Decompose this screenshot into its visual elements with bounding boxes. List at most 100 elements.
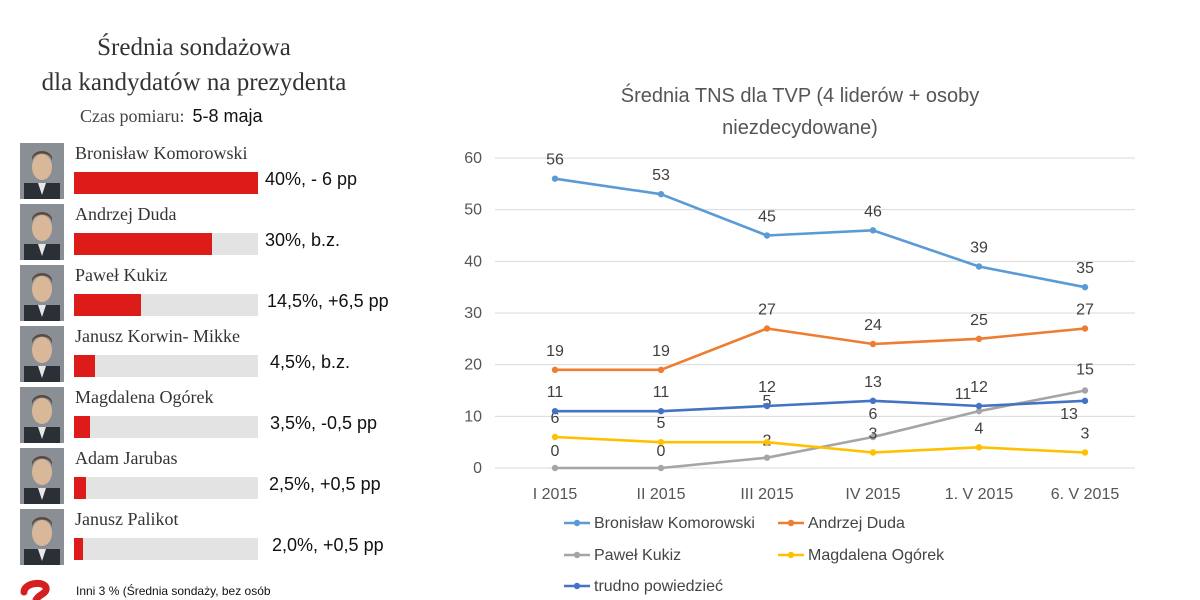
x-tick-label: 1. V 2015 [945,486,1014,503]
data-point [975,407,983,415]
candidate-name: Magdalena Ogórek [75,387,214,407]
series-line [555,327,1086,372]
data-point [1081,449,1089,456]
data-point [551,407,559,415]
support-bar-track [74,172,258,194]
data-label: 46 [864,203,882,220]
poll-average-panel: Średnia sondażowa dla kandydatów na prez… [0,0,420,600]
data-point [975,335,983,343]
data-point [657,407,665,415]
candidate-name: Adam Jarubas [75,448,178,468]
data-label: 12 [758,379,776,396]
data-label: 13 [864,374,882,391]
support-bar-fill [74,233,212,255]
data-label: 13 [1060,406,1078,423]
candidate-photo [20,326,64,382]
candidate-result: 3,5%, -0,5 pp [268,413,380,434]
support-bar-fill [74,355,95,377]
x-tick-label: I 2015 [533,486,578,503]
candidate-photo [20,265,64,321]
candidate-photo [20,509,64,565]
measurement-time-value: 5-8 maja [192,106,263,126]
candidate-row: Bronisław Komorowski 40%, - 6 pp [0,141,420,201]
legend-item: Bronisław Komorowski [564,515,755,532]
support-bar-fill [74,172,258,194]
legend-label: trudno powiedzieć [594,578,723,595]
data-point [763,438,771,446]
data-point [657,366,665,374]
legend-swatch-marker [573,582,581,590]
data-point [1081,397,1089,405]
data-label: 53 [652,167,670,184]
measurement-time: Czas pomiaru: 5-8 maja [80,106,263,127]
data-point [869,340,877,348]
series-line [555,399,1086,413]
data-point [869,397,877,405]
data-point [869,227,877,234]
candidate-photo [20,204,64,260]
data-point [1081,283,1089,291]
candidate-name: Paweł Kukiz [75,265,168,285]
data-point [869,433,877,441]
data-label: 6 [869,406,878,423]
x-tick-label: III 2015 [740,486,793,503]
support-bar-track [74,294,258,316]
support-bar-track [74,477,258,499]
data-label: 24 [864,317,882,334]
legend-label: Magdalena Ogórek [808,547,945,564]
data-point [763,454,771,461]
data-point [975,402,983,410]
support-bar-track [74,416,258,438]
data-point [551,464,559,472]
data-point [657,438,665,446]
data-label: 15 [1076,362,1094,379]
poll-title-line2: dla kandydatów na prezydenta [41,69,347,96]
data-label: 11 [547,384,564,401]
data-label: 35 [1076,260,1094,277]
y-tick-label: 0 [473,460,482,477]
legend-item: Andrzej Duda [778,515,905,532]
data-label: 11 [955,386,972,403]
data-point [551,433,559,441]
legend-item: Magdalena Ogórek [778,547,945,564]
chart-title-line: Średnia TNS dla TVP (4 liderów + osoby [621,83,980,107]
candidate-result: 30%, b.z. [263,230,343,251]
other-candidates-note: Inni 3 % (Średnia sondaży, bez osób [76,584,271,598]
data-label: 6 [551,410,560,427]
support-bar-track [74,538,258,560]
candidate-result: 2,0%, +0,5 pp [270,535,386,556]
data-point [657,464,665,472]
candidate-result: 40%, - 6 pp [263,169,360,190]
data-label: 56 [546,152,564,169]
other-candidates-row: Inni 3 % (Średnia sondaży, bez osób [20,578,420,600]
candidate-name: Janusz Palikot [75,509,179,529]
x-tick-label: II 2015 [637,486,686,503]
data-point [657,190,665,198]
data-label: 3 [869,426,878,443]
data-point [763,232,771,239]
y-tick-label: 10 [464,408,482,425]
support-bar-fill [74,477,86,499]
data-label: 19 [546,343,564,360]
y-tick-label: 50 [464,202,482,219]
candidate-name: Bronisław Komorowski [75,143,248,163]
series-group: 19 19 27 24 25 27 [546,302,1094,374]
question-mark-icon [20,578,54,600]
data-label: 4 [975,420,984,437]
data-label: 12 [970,379,988,396]
legend-swatch-marker [787,519,795,527]
data-point [763,402,771,410]
series-group: 6 5 5 3 4 3 [551,393,1090,456]
data-label: 45 [758,209,776,226]
y-tick-label: 40 [464,253,482,270]
data-point [1081,387,1089,394]
data-point [551,366,559,374]
data-label: 5 [763,393,772,410]
candidate-photo [20,387,64,443]
data-point [763,325,771,332]
y-tick-label: 30 [464,305,482,322]
candidate-photo [20,143,64,199]
candidate-row: Janusz Palikot 2,0%, +0,5 pp [0,507,420,567]
candidate-result: 14,5%, +6,5 pp [265,291,391,312]
